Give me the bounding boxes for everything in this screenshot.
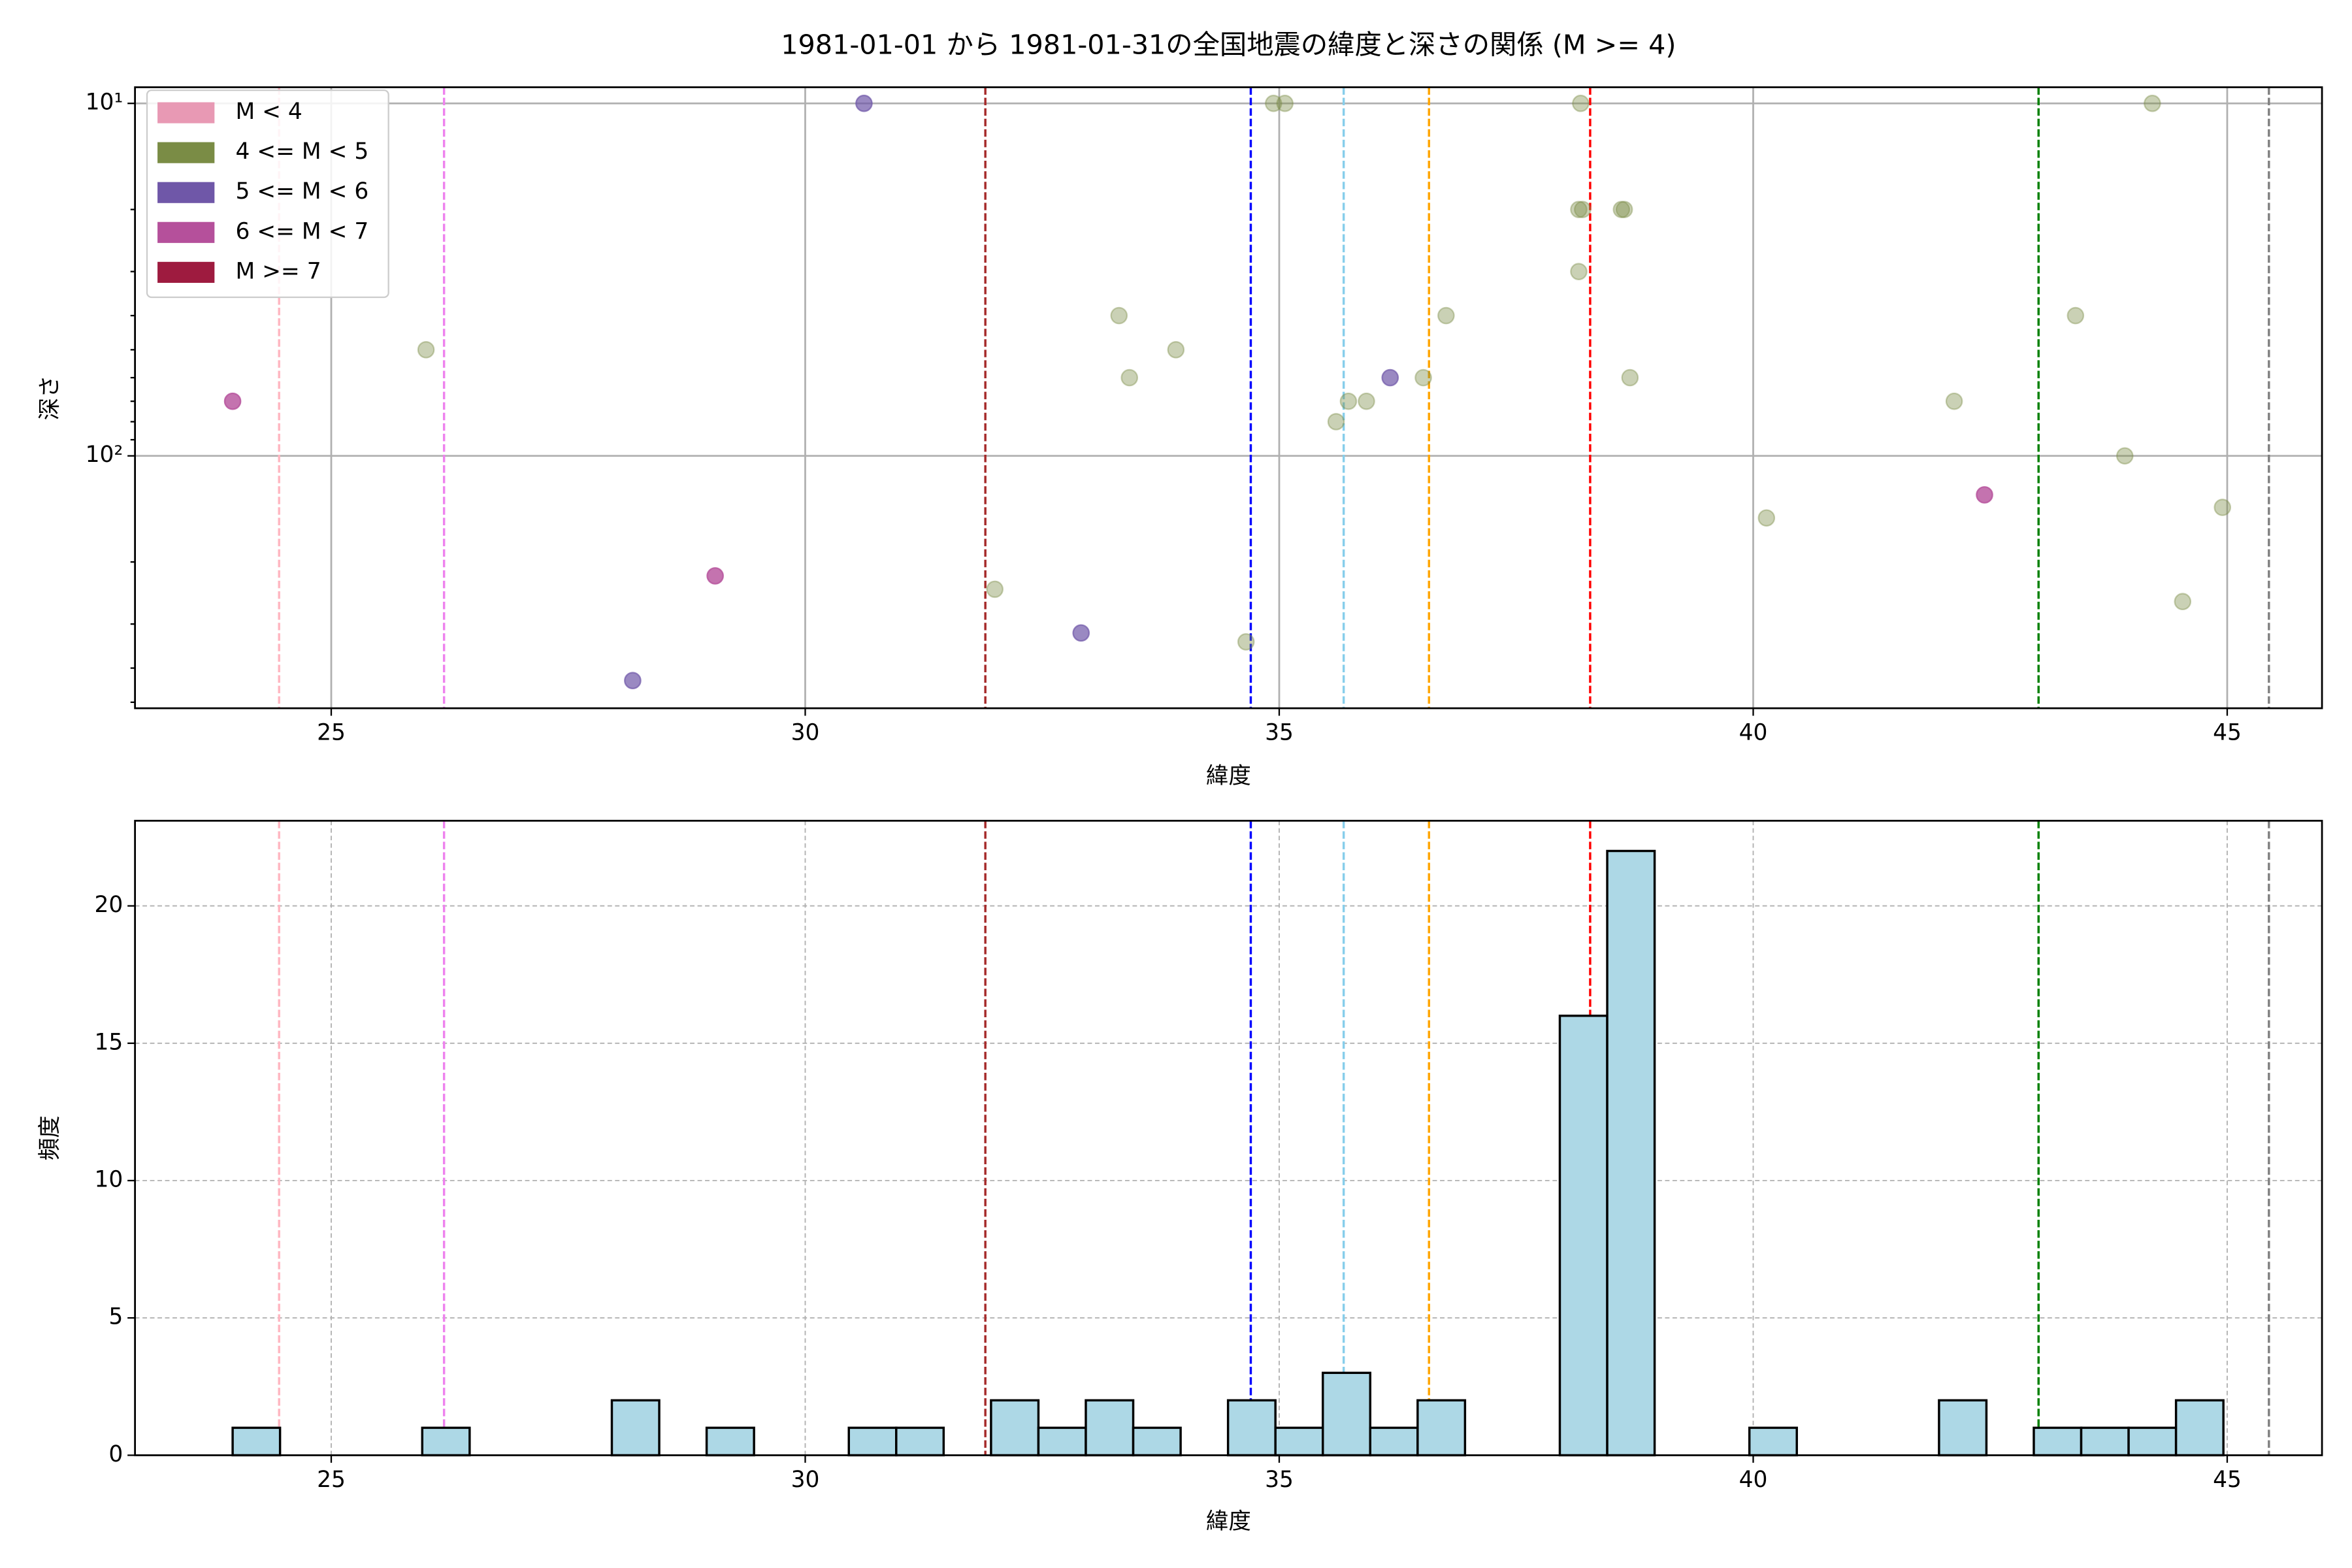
y-tick-label: 0 bbox=[108, 1441, 123, 1467]
data-point bbox=[1237, 633, 1255, 651]
y-tick-label: 5 bbox=[108, 1304, 123, 1330]
data-point bbox=[1437, 306, 1455, 325]
histogram-bar bbox=[1938, 1399, 1988, 1457]
data-point bbox=[1612, 201, 1631, 218]
histogram-bar bbox=[1369, 1426, 1419, 1457]
histogram-bar bbox=[1226, 1399, 1277, 1457]
data-point bbox=[1615, 201, 1633, 218]
histogram-bar bbox=[847, 1426, 898, 1457]
histogram-bar bbox=[1322, 1371, 1372, 1457]
x-tick-label: 25 bbox=[317, 720, 346, 746]
histogram-bar bbox=[2080, 1426, 2130, 1457]
data-point bbox=[2213, 498, 2232, 516]
data-point bbox=[1572, 94, 1590, 112]
histogram-bar bbox=[895, 1426, 945, 1457]
data-point bbox=[1276, 94, 1294, 112]
histogram-bar bbox=[1558, 1015, 1609, 1457]
data-point bbox=[1621, 368, 1639, 387]
y-tick-label: 20 bbox=[94, 892, 123, 918]
chart-title: 1981-01-01 から 1981-01-31の全国地震の緯度と深さの関係 (… bbox=[781, 29, 1676, 61]
legend-box bbox=[146, 89, 389, 299]
histogram-bar bbox=[421, 1426, 471, 1457]
data-point bbox=[1120, 368, 1139, 387]
histogram-bar bbox=[1274, 1426, 1324, 1457]
data-point bbox=[2144, 94, 2161, 112]
data-point bbox=[986, 580, 1004, 598]
y-tick-label: 10¹ bbox=[86, 90, 123, 116]
data-point bbox=[1757, 509, 1776, 527]
x-tick-label: 45 bbox=[2213, 720, 2242, 746]
data-point bbox=[1945, 392, 1963, 410]
data-point bbox=[1381, 368, 1399, 387]
x-tick-label: 45 bbox=[2213, 1467, 2242, 1493]
x-axis-label: 緯度 bbox=[1206, 763, 1251, 789]
legend-label: M >= 7 bbox=[235, 258, 321, 284]
y-tick-label: 10 bbox=[94, 1167, 123, 1193]
histogram-bar bbox=[1416, 1399, 1467, 1457]
histogram-bar bbox=[610, 1399, 661, 1457]
legend-label: 4 <= M < 5 bbox=[235, 139, 368, 165]
data-point bbox=[1264, 94, 1282, 112]
plot-frame bbox=[134, 86, 2323, 710]
x-tick-label: 35 bbox=[1265, 1467, 1294, 1493]
data-point bbox=[706, 567, 724, 585]
data-point bbox=[624, 672, 642, 690]
data-point bbox=[1327, 413, 1345, 431]
data-point bbox=[2115, 447, 2134, 465]
x-tick-label: 35 bbox=[1265, 720, 1294, 746]
histogram-bar bbox=[231, 1426, 282, 1457]
legend-label: 6 <= M < 7 bbox=[235, 218, 368, 244]
y-axis-label: 頻度 bbox=[37, 1115, 63, 1160]
data-point bbox=[1414, 368, 1432, 387]
legend-label: M < 4 bbox=[235, 99, 302, 125]
histogram-bar bbox=[1748, 1426, 1798, 1457]
histogram-bar bbox=[705, 1426, 755, 1457]
data-point bbox=[223, 392, 242, 410]
data-point bbox=[1976, 486, 1993, 504]
data-point bbox=[1570, 201, 1588, 218]
x-tick-label: 40 bbox=[1739, 1467, 1768, 1493]
x-tick-label: 30 bbox=[791, 720, 820, 746]
legend-swatch bbox=[157, 142, 215, 163]
histogram-bar bbox=[1085, 1399, 1135, 1457]
x-tick-label: 25 bbox=[317, 1467, 346, 1493]
data-point bbox=[1570, 263, 1588, 280]
x-tick-label: 30 bbox=[791, 1467, 820, 1493]
legend-swatch bbox=[157, 261, 215, 283]
y-tick-label: 15 bbox=[94, 1029, 123, 1055]
legend-swatch bbox=[157, 102, 215, 123]
data-point bbox=[855, 94, 873, 112]
histogram-bar bbox=[1606, 849, 1656, 1457]
legend-swatch bbox=[157, 182, 215, 203]
data-point bbox=[1358, 392, 1375, 410]
x-axis-label: 緯度 bbox=[1206, 1509, 1251, 1535]
y-axis-label: 深さ bbox=[37, 375, 63, 420]
data-point bbox=[417, 341, 435, 359]
histogram-bar bbox=[1037, 1426, 1087, 1457]
data-point bbox=[2066, 306, 2085, 325]
y-tick-label: 10² bbox=[86, 442, 123, 468]
plot-frame bbox=[134, 819, 2323, 1456]
data-point bbox=[1072, 624, 1090, 642]
legend-swatch bbox=[157, 221, 215, 243]
x-tick-label: 40 bbox=[1739, 720, 1768, 746]
histogram-bar bbox=[990, 1399, 1040, 1457]
data-point bbox=[2174, 593, 2192, 611]
histogram-bar bbox=[2174, 1399, 2225, 1457]
histogram-bar bbox=[2033, 1426, 2083, 1457]
histogram-bar bbox=[2127, 1426, 2178, 1457]
data-point bbox=[1573, 201, 1592, 218]
data-point bbox=[1339, 392, 1358, 410]
data-point bbox=[1110, 306, 1128, 325]
data-point bbox=[1167, 341, 1185, 359]
legend-label: 5 <= M < 6 bbox=[235, 178, 368, 204]
histogram-bar bbox=[1132, 1426, 1182, 1457]
